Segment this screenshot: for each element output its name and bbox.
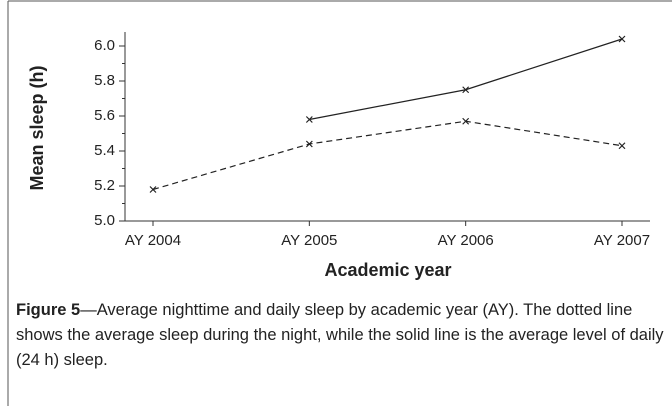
- caption-text: —Average nighttime and daily sleep by ac…: [16, 301, 664, 369]
- series-marker: [305, 116, 313, 123]
- y-tick-label: 6.0: [94, 37, 115, 54]
- y-tick-label: 5.2: [94, 177, 115, 194]
- y-tick-label: 5.4: [94, 142, 115, 159]
- series-line: [152, 120, 623, 191]
- series-marker: [305, 140, 313, 148]
- series-marker: [149, 186, 157, 193]
- x-axis-label: Academic year: [324, 260, 451, 280]
- x-tick-label: AY 2004: [125, 232, 181, 249]
- y-tick-label: 5.0: [94, 212, 115, 229]
- series-marker: [462, 117, 470, 125]
- series-marker: [462, 86, 470, 94]
- y-axis-label: Mean sleep (h): [27, 65, 47, 190]
- x-tick-label: AY 2005: [281, 232, 337, 249]
- y-tick-label: 5.6: [94, 107, 115, 124]
- caption-label: Figure 5: [16, 301, 81, 319]
- caption: Figure 5—Average nighttime and daily sle…: [16, 298, 666, 373]
- x-tick-label: AY 2006: [438, 232, 494, 249]
- x-tick-label: AY 2007: [594, 232, 650, 249]
- series-marker: [618, 35, 626, 43]
- series-marker: [618, 142, 626, 150]
- y-tick-label: 5.8: [94, 72, 115, 89]
- series-line: [309, 38, 623, 121]
